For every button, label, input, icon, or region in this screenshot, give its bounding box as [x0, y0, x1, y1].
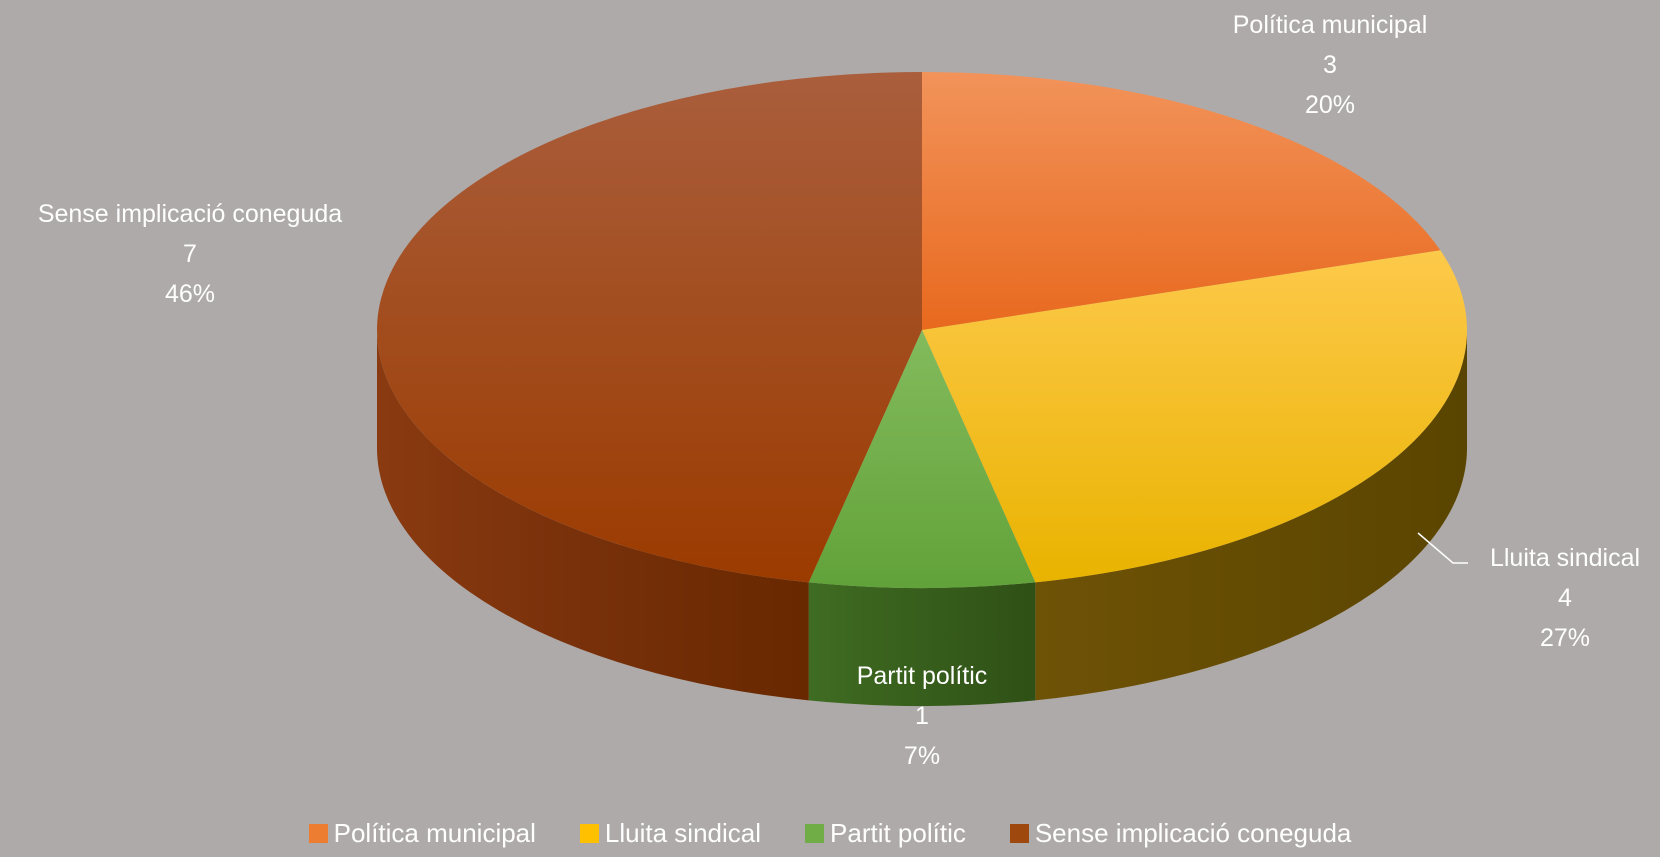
pie-slice-sense-implicacio-coneguda	[377, 72, 922, 583]
legend-item-lluita-sindical: Lluita sindical	[579, 818, 762, 849]
data-label-percent: 46%	[165, 280, 215, 308]
leader-line-lluita-sindical	[1417, 532, 1468, 564]
legend-swatch	[805, 824, 825, 843]
legend-label: Partit polític	[830, 818, 966, 848]
data-label-sense-implicacio-coneguda: Sense implicació coneguda 7 46%	[38, 200, 342, 308]
pie-side-walls	[377, 330, 1467, 707]
data-label-percent: 27%	[1540, 624, 1590, 652]
legend-item-sense-implicacio: Sense implicació coneguda	[1009, 818, 1352, 849]
legend-swatch	[308, 824, 328, 843]
data-label-lluita-sindical: Lluita sindical 4 27%	[1490, 544, 1640, 652]
data-labels: Política municipal 3 20% Lluita sindical 4 27…	[38, 11, 1640, 770]
data-label-politica-municipal: Política municipal 3 20%	[1233, 11, 1428, 119]
data-label-category: Política municipal	[1233, 11, 1428, 39]
pie-slice-partit-politic	[808, 330, 1036, 588]
legend-item-politica-municipal: Política municipal	[308, 818, 536, 849]
legend-swatch	[579, 824, 599, 843]
data-label-value: 4	[1558, 584, 1572, 612]
legend-label: Sense implicació coneguda	[1034, 818, 1352, 848]
legend-label: Lluita sindical	[604, 818, 762, 848]
data-label-category: Partit polític	[857, 662, 988, 690]
pie-top-faces	[377, 72, 1467, 588]
data-label-partit-politic: Partit polític 1 7%	[857, 662, 988, 770]
pie-side-lluita-sindical	[1035, 330, 1467, 701]
legend-swatch	[1009, 824, 1029, 843]
legend: Política municipal Lluita sindical Parti…	[0, 818, 1660, 849]
legend-label: Política municipal	[333, 818, 536, 848]
leader-lines	[1417, 532, 1468, 564]
pie-slice-lluita-sindical	[922, 250, 1467, 583]
data-label-value: 7	[183, 240, 197, 268]
data-label-percent: 7%	[904, 742, 940, 770]
data-label-category: Sense implicació coneguda	[38, 200, 342, 228]
pie-slice-politica-municipal	[922, 72, 1441, 330]
pie-side-partit-politic	[808, 582, 1036, 707]
data-label-category: Lluita sindical	[1490, 544, 1640, 572]
data-label-percent: 20%	[1305, 91, 1355, 119]
data-label-value: 1	[915, 702, 929, 730]
data-label-value: 3	[1323, 51, 1337, 79]
pie-side-sense-implicacio-coneguda	[377, 330, 809, 701]
legend-item-partit-politic: Partit polític	[805, 818, 966, 849]
